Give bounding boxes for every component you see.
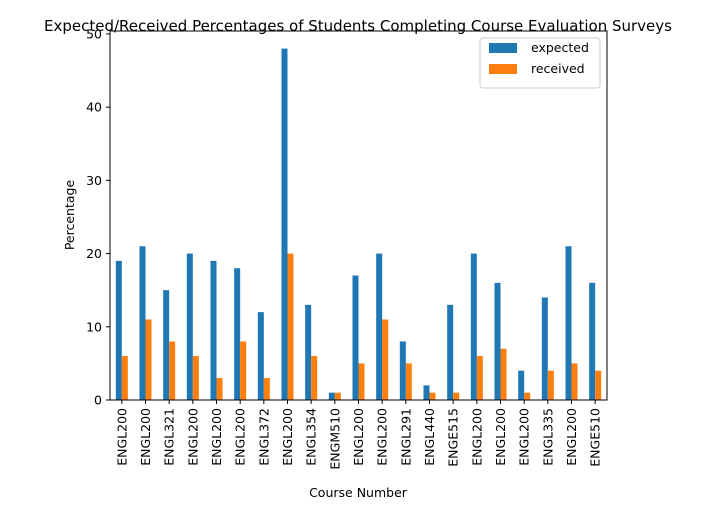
x-tick-label: ENGL200 [233,408,248,466]
legend-label-expected: expected [531,40,589,55]
y-tick-label: 30 [86,173,102,188]
bar-expected-11 [376,253,383,400]
x-tick-label: ENGL200 [138,408,153,466]
x-tick-label: ENGL200 [564,408,579,466]
bar-received-0 [121,356,128,400]
chart-title: Expected/Received Percentages of Student… [44,17,672,35]
x-axis: ENGL200 ENGL200 ENGL321 ENGL200 ENGL200 ENGL2… [114,400,603,470]
x-tick-label: ENGL200 [493,408,508,466]
bar-expected-20 [589,282,596,400]
x-tick-label: ENGL200 [469,408,484,466]
bar-received-10 [358,363,365,400]
x-tick-label: ENGL354 [304,408,319,466]
bar-expected-6 [257,312,264,400]
bar-expected-9 [328,392,335,400]
legend: expected received [479,37,601,89]
x-tick-label: ENGE510 [588,408,603,467]
bar-expected-14 [447,304,454,400]
bar-received-13 [429,392,436,400]
bar-received-9 [334,392,341,400]
bar-expected-3 [186,253,193,400]
x-axis-title: Course Number [309,485,408,500]
bar-expected-13 [423,385,430,400]
bars-group [115,48,602,400]
x-tick-label: ENGL200 [351,408,366,466]
bar-received-1 [145,319,152,400]
legend-swatch-expected [489,43,517,53]
bar-expected-4 [210,260,217,400]
y-axis: 0 10 20 30 40 50 [86,26,110,408]
bar-received-20 [595,370,602,400]
bar-received-17 [524,392,531,400]
bar-expected-7 [281,48,288,400]
bar-received-18 [547,370,554,400]
bar-expected-17 [518,370,525,400]
x-tick-label: ENGM510 [327,408,342,470]
x-tick-label: ENGL200 [209,408,224,466]
x-tick-label: ENGL440 [422,408,437,466]
bar-received-4 [216,378,223,400]
x-tick-label: ENGL200 [114,408,129,466]
bar-received-8 [311,356,318,400]
bar-expected-5 [234,268,241,400]
bar-received-6 [263,378,270,400]
bar-received-15 [476,356,483,400]
bar-expected-2 [163,290,170,400]
bar-received-3 [192,356,199,400]
bar-received-16 [500,348,507,400]
x-tick-label: ENGL200 [375,408,390,466]
bar-expected-0 [115,260,122,400]
y-tick-label: 10 [86,319,102,334]
y-tick-label: 0 [94,393,102,408]
bar-expected-16 [494,282,501,400]
bar-expected-19 [565,246,572,400]
x-tick-label: ENGL321 [162,408,177,466]
bar-expected-18 [541,297,548,400]
bar-expected-10 [352,275,359,400]
x-tick-label: ENGL291 [398,408,413,466]
bar-received-11 [382,319,389,400]
x-tick-label: ENGL200 [517,408,532,466]
bar-expected-8 [305,304,312,400]
bar-expected-12 [399,341,406,400]
bar-received-5 [240,341,247,400]
x-tick-label: ENGL372 [256,408,271,466]
y-tick-label: 50 [86,26,102,41]
x-tick-label: ENGL335 [540,408,555,466]
y-tick-label: 20 [86,246,102,261]
bar-received-2 [169,341,176,400]
bar-received-14 [453,392,460,400]
bar-received-19 [571,363,578,400]
x-tick-label: ENGL200 [280,408,295,466]
x-tick-label: ENGE515 [446,408,461,467]
bar-received-7 [287,253,294,400]
x-tick-label: ENGL200 [185,408,200,466]
bar-expected-15 [470,253,477,400]
bar-received-12 [405,363,412,400]
legend-label-received: received [531,61,585,76]
bar-expected-1 [139,246,146,400]
y-tick-label: 40 [86,100,102,115]
legend-swatch-received [489,64,517,74]
y-axis-title: Percentage [62,180,77,251]
